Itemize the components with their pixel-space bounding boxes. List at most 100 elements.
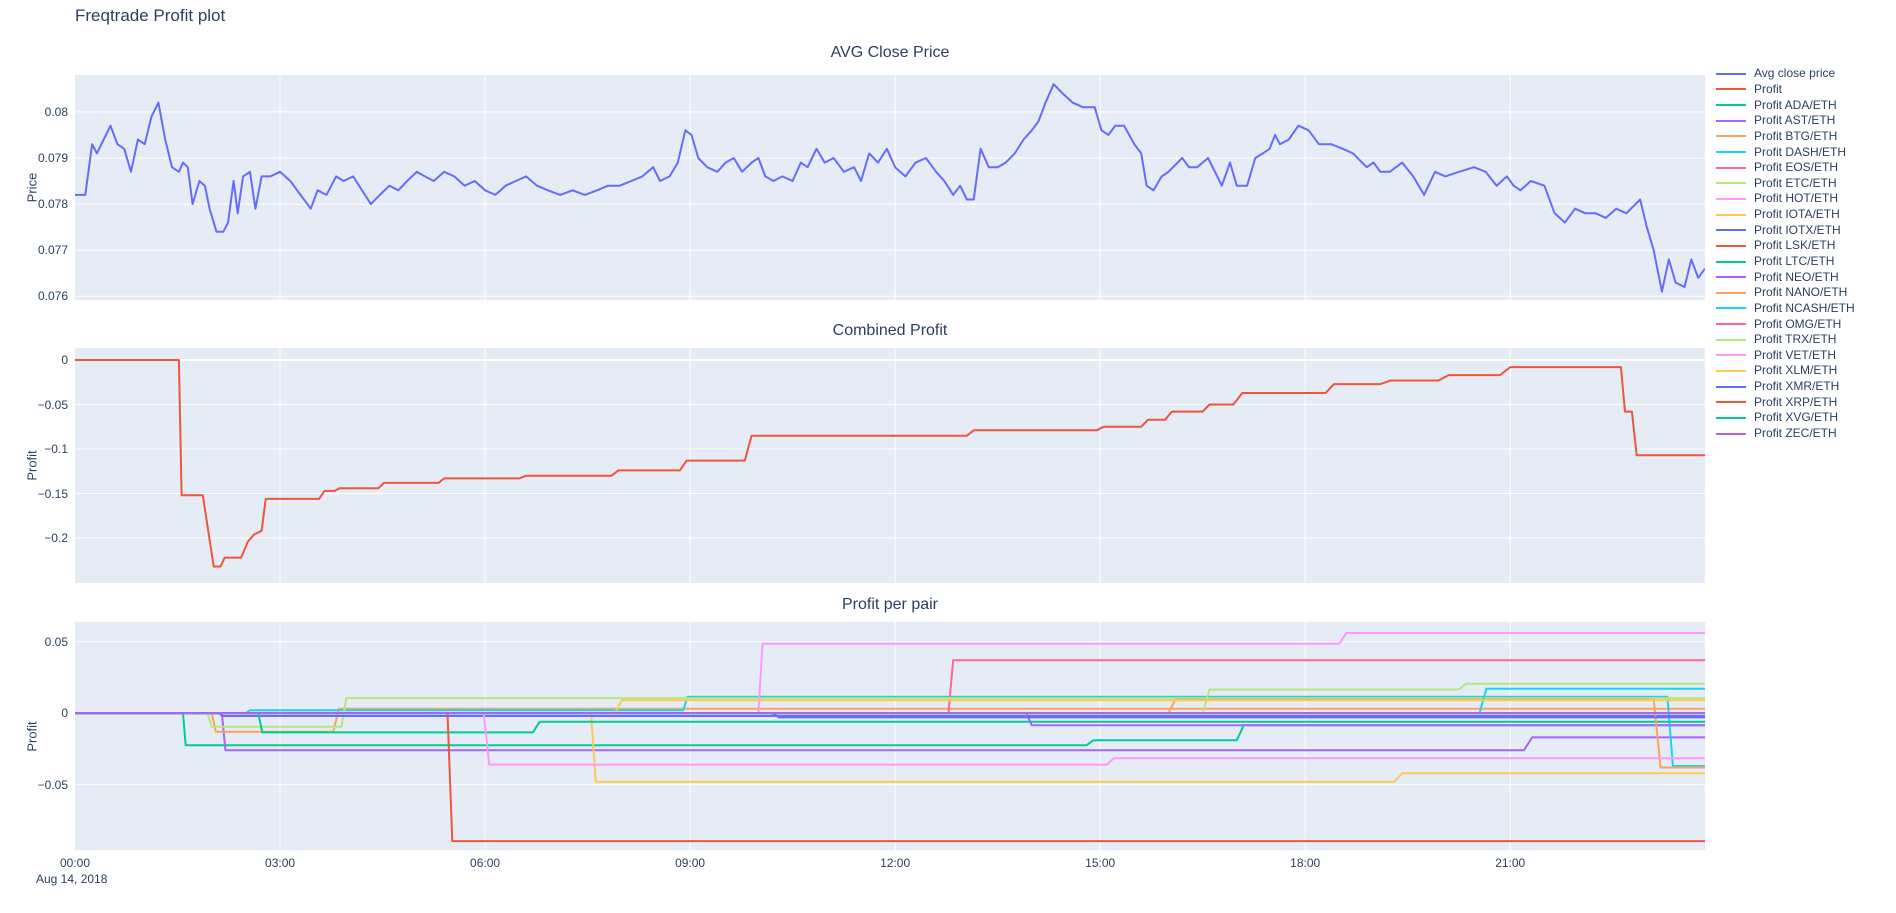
legend-item-label: Profit IOTX/ETH bbox=[1754, 222, 1841, 237]
xtick-label: 06:00 bbox=[470, 856, 501, 870]
legend-line-sample bbox=[1716, 416, 1746, 419]
legend-item-avg-close-price[interactable]: Avg close price bbox=[1716, 66, 1894, 82]
legend-item-profit-dash-eth[interactable]: Profit DASH/ETH bbox=[1716, 144, 1894, 160]
legend-line-sample bbox=[1716, 72, 1746, 75]
legend-item-label: Profit ETC/ETH bbox=[1754, 175, 1837, 190]
ytick-label: 0.076 bbox=[37, 289, 68, 304]
legend-item-label: Profit ADA/ETH bbox=[1754, 97, 1837, 112]
legend-item-profit[interactable]: Profit bbox=[1716, 82, 1894, 98]
legend-line-sample bbox=[1716, 166, 1746, 169]
legend-item-label: Profit XMR/ETH bbox=[1754, 379, 1840, 394]
legend-line-sample bbox=[1716, 197, 1746, 200]
legend-item-label: Profit XVG/ETH bbox=[1754, 410, 1839, 425]
subplot-title-profit-per-pair: Profit per pair bbox=[841, 596, 939, 613]
legend-line-sample bbox=[1716, 323, 1746, 326]
legend-item-profit-eos-eth[interactable]: Profit EOS/ETH bbox=[1716, 160, 1894, 176]
legend-item-profit-xvg-eth[interactable]: Profit XVG/ETH bbox=[1716, 410, 1894, 426]
legend-line-sample bbox=[1716, 244, 1746, 247]
legend-item-profit-trx-eth[interactable]: Profit TRX/ETH bbox=[1716, 332, 1894, 348]
legend-item-profit-neo-eth[interactable]: Profit NEO/ETH bbox=[1716, 269, 1894, 285]
ytick-label: 0 bbox=[61, 706, 68, 721]
legend-line-sample bbox=[1716, 354, 1746, 357]
legend-item-profit-xrp-eth[interactable]: Profit XRP/ETH bbox=[1716, 394, 1894, 410]
legend-item-profit-hot-eth[interactable]: Profit HOT/ETH bbox=[1716, 191, 1894, 207]
legend-item-profit-etc-eth[interactable]: Profit ETC/ETH bbox=[1716, 175, 1894, 191]
legend-item-profit-ast-eth[interactable]: Profit AST/ETH bbox=[1716, 113, 1894, 129]
xtick-label: 12:00 bbox=[880, 856, 911, 870]
legend-line-sample bbox=[1716, 385, 1746, 388]
series-line-profit-iota-eth bbox=[75, 712, 1705, 783]
legend-item-label: Profit NEO/ETH bbox=[1754, 269, 1839, 284]
legend-item-label: Profit bbox=[1754, 81, 1783, 96]
legend-item-profit-ada-eth[interactable]: Profit ADA/ETH bbox=[1716, 97, 1894, 113]
legend-item-profit-ltc-eth[interactable]: Profit LTC/ETH bbox=[1716, 254, 1894, 270]
legend-item-label: Profit LSK/ETH bbox=[1754, 238, 1836, 253]
series-line-profit bbox=[75, 359, 1705, 568]
legend-item-label: Profit OMG/ETH bbox=[1754, 316, 1842, 331]
xtick-label: 21:00 bbox=[1495, 856, 1526, 870]
legend-line-sample bbox=[1716, 307, 1746, 310]
legend-item-profit-xmr-eth[interactable]: Profit XMR/ETH bbox=[1716, 379, 1894, 395]
legend-line-sample bbox=[1716, 119, 1746, 122]
legend-item-label: Avg close price bbox=[1754, 66, 1836, 81]
legend-line-sample bbox=[1716, 432, 1746, 435]
legend-line-sample bbox=[1716, 291, 1746, 294]
legend-item-profit-ncash-eth[interactable]: Profit NCASH/ETH bbox=[1716, 301, 1894, 317]
legend-line-sample bbox=[1716, 229, 1746, 232]
ytick-label: 0.05 bbox=[44, 634, 68, 649]
ytick-label: −0.1 bbox=[44, 442, 68, 457]
legend-item-label: Profit VET/ETH bbox=[1754, 347, 1837, 362]
series-line-profit-eos-eth bbox=[75, 659, 1705, 715]
legend-item-profit-zec-eth[interactable]: Profit ZEC/ETH bbox=[1716, 426, 1894, 442]
legend-item-label: Profit AST/ETH bbox=[1754, 113, 1836, 128]
xtick-label: 09:00 bbox=[675, 856, 706, 870]
ytick-label: −0.05 bbox=[37, 777, 68, 792]
legend-item-profit-omg-eth[interactable]: Profit OMG/ETH bbox=[1716, 316, 1894, 332]
legend-item-label: Profit DASH/ETH bbox=[1754, 144, 1847, 159]
subplot-title-avg-close-price: AVG Close Price bbox=[830, 44, 950, 61]
legend-item-label: Profit XLM/ETH bbox=[1754, 363, 1838, 378]
xtick-label: 15:00 bbox=[1085, 856, 1116, 870]
legend-line-sample bbox=[1716, 260, 1746, 263]
legend-item-label: Profit LTC/ETH bbox=[1754, 254, 1835, 268]
legend-item-profit-nano-eth[interactable]: Profit NANO/ETH bbox=[1716, 285, 1894, 301]
legend-item-label: Profit ZEC/ETH bbox=[1754, 426, 1837, 441]
ytick-label: −0.15 bbox=[37, 486, 68, 501]
ytick-label: −0.05 bbox=[37, 397, 68, 412]
legend-line-sample bbox=[1716, 338, 1746, 341]
plot-area-combined-profit[interactable] bbox=[75, 348, 1705, 583]
subplot-title-combined-profit: Combined Profit bbox=[832, 322, 948, 339]
legend-line-sample bbox=[1716, 276, 1746, 279]
plot-area-profit-per-pair[interactable] bbox=[75, 622, 1705, 850]
legend-item-profit-xlm-eth[interactable]: Profit XLM/ETH bbox=[1716, 363, 1894, 379]
ytick-label: 0.079 bbox=[37, 150, 68, 165]
legend-item-profit-vet-eth[interactable]: Profit VET/ETH bbox=[1716, 348, 1894, 364]
legend-item-label: Profit TRX/ETH bbox=[1754, 332, 1837, 347]
legend-line-sample bbox=[1716, 104, 1746, 107]
legend-line-sample bbox=[1716, 151, 1746, 154]
legend-line-sample bbox=[1716, 401, 1746, 404]
series-line-profit-ada-eth bbox=[75, 712, 1705, 747]
ytick-label: 0.08 bbox=[44, 104, 68, 119]
ytick-label: 0.077 bbox=[37, 243, 68, 258]
legend-item-label: Profit EOS/ETH bbox=[1754, 160, 1839, 175]
legend-line-sample bbox=[1716, 182, 1746, 185]
legend-line-sample bbox=[1716, 88, 1746, 91]
ytick-label: 0.078 bbox=[37, 197, 68, 212]
legend-item-profit-iotx-eth[interactable]: Profit IOTX/ETH bbox=[1716, 222, 1894, 238]
legend-item-label: Profit HOT/ETH bbox=[1754, 191, 1839, 206]
legend-item-profit-btg-eth[interactable]: Profit BTG/ETH bbox=[1716, 129, 1894, 145]
legend-item-label: Profit IOTA/ETH bbox=[1754, 207, 1840, 222]
legend: Avg close price Profit Profit ADA/ETH Profi… bbox=[1716, 66, 1894, 441]
ytick-label: 0 bbox=[61, 353, 68, 368]
series-line-profit-neo-eth bbox=[75, 712, 1705, 727]
legend-item-profit-iota-eth[interactable]: Profit IOTA/ETH bbox=[1716, 207, 1894, 223]
series-line-avg-close-price bbox=[75, 83, 1705, 293]
plot-area-avg-close-price[interactable] bbox=[75, 75, 1705, 300]
xtick-label: 03:00 bbox=[265, 856, 296, 870]
ytick-label: −0.2 bbox=[44, 531, 68, 546]
legend-item-label: Profit BTG/ETH bbox=[1754, 128, 1838, 143]
legend-item-profit-lsk-eth[interactable]: Profit LSK/ETH bbox=[1716, 238, 1894, 254]
legend-line-sample bbox=[1716, 369, 1746, 372]
figure-title: Freqtrade Profit plot bbox=[75, 6, 226, 25]
